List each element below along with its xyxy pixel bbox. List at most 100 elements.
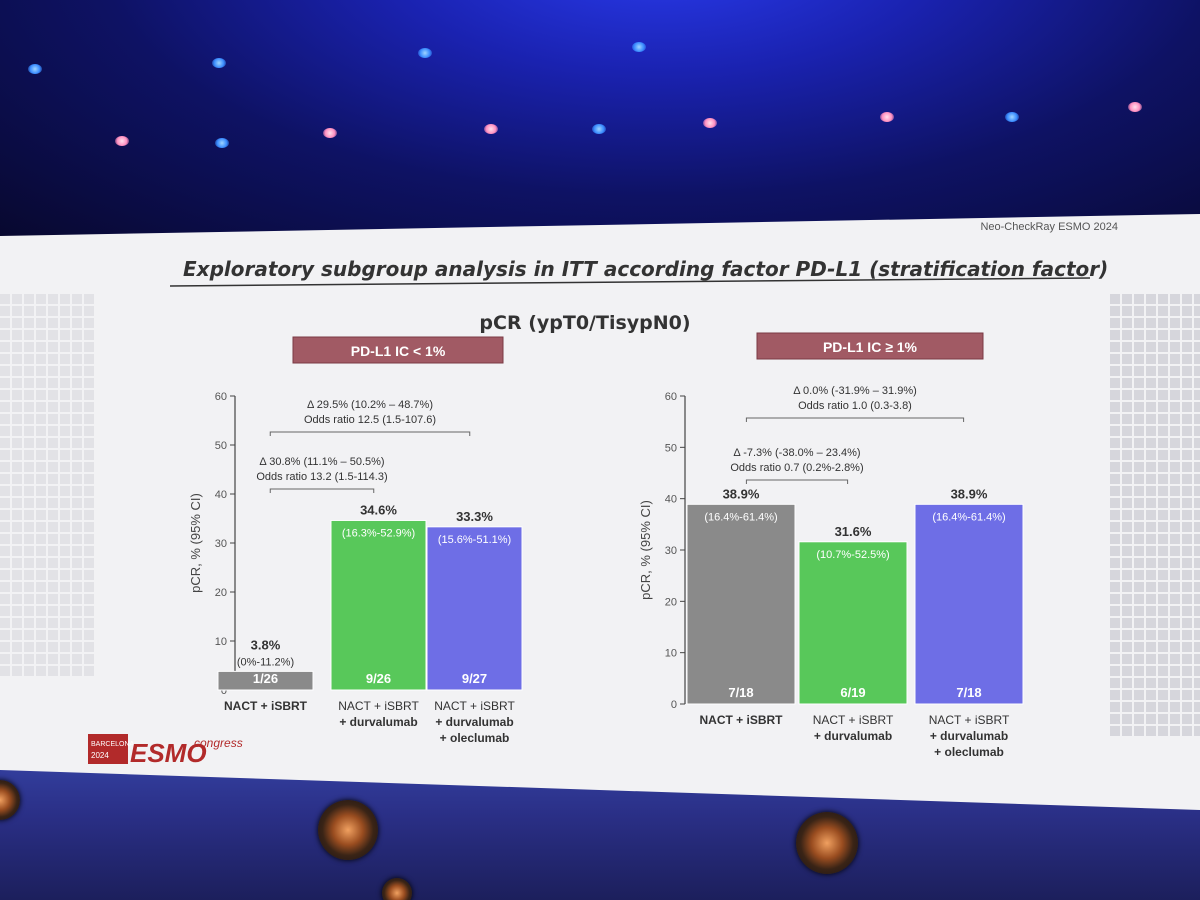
pattern-tile [1158, 426, 1168, 436]
pattern-tile [1158, 318, 1168, 328]
comparison-odds-ratio: Odds ratio 13.2 (1.5-114.3) [256, 471, 387, 483]
pattern-tile [1194, 426, 1200, 436]
stage-light [1005, 112, 1019, 122]
pattern-tile [1158, 618, 1168, 628]
pattern-tile [12, 606, 22, 616]
pattern-tile [36, 558, 46, 568]
pattern-tile [1134, 654, 1144, 664]
pattern-tile [1110, 606, 1120, 616]
pattern-tile [84, 414, 94, 424]
pattern-tile [24, 618, 34, 628]
pattern-tile [1194, 294, 1200, 304]
category-label: + durvalumab [435, 715, 513, 729]
pattern-tile [48, 342, 58, 352]
pattern-tile [48, 582, 58, 592]
pattern-tile [60, 570, 70, 580]
pattern-tile [1158, 486, 1168, 496]
pattern-tile [12, 414, 22, 424]
pattern-tile [1182, 714, 1192, 724]
category-label: NACT + iSBRT [813, 713, 894, 727]
pattern-tile [1158, 582, 1168, 592]
stage-light [323, 128, 337, 138]
pattern-tile [72, 486, 82, 496]
pattern-tile [0, 546, 10, 556]
pattern-tile [1170, 510, 1180, 520]
pattern-tile [1134, 570, 1144, 580]
stage-light [880, 112, 894, 122]
pattern-tile [0, 582, 10, 592]
comparison-delta: Δ 0.0% (-31.9% – 31.9%) [793, 385, 917, 397]
pattern-tile [1158, 678, 1168, 688]
pattern-tile [60, 450, 70, 460]
pattern-tile [1110, 414, 1120, 424]
pattern-tile [72, 318, 82, 328]
pattern-tile [1182, 378, 1192, 388]
pattern-tile [1170, 618, 1180, 628]
pattern-tile [24, 570, 34, 580]
pattern-tile [24, 354, 34, 364]
pattern-tile [1110, 690, 1120, 700]
pattern-tile [1158, 342, 1168, 352]
pattern-tile [84, 390, 94, 400]
pattern-tile [1122, 522, 1132, 532]
pattern-tile [48, 318, 58, 328]
category-label: + oleclumab [440, 731, 510, 745]
pattern-tile [1194, 570, 1200, 580]
y-tick-label: 40 [665, 494, 677, 506]
pattern-tile [1170, 654, 1180, 664]
pattern-tile [12, 402, 22, 412]
y-axis-label: pCR, % (95% CI) [638, 500, 653, 600]
pattern-tile [1182, 426, 1192, 436]
pattern-tile [60, 330, 70, 340]
pattern-tile [12, 390, 22, 400]
bar-value-label: 3.8% [251, 637, 281, 652]
pattern-tile [1122, 426, 1132, 436]
pattern-tile [1134, 714, 1144, 724]
pattern-tile [1170, 630, 1180, 640]
pattern-tile [72, 426, 82, 436]
pattern-tile [0, 318, 10, 328]
pattern-tile [12, 642, 22, 652]
pattern-tile [1146, 378, 1156, 388]
pattern-tile [1134, 426, 1144, 436]
pattern-tile [1122, 366, 1132, 376]
pattern-tile [1194, 330, 1200, 340]
pattern-tile [1134, 366, 1144, 376]
pattern-tile [1170, 714, 1180, 724]
pattern-tile [24, 318, 34, 328]
floor-spotlight [382, 878, 412, 900]
y-tick-label: 60 [215, 391, 227, 403]
pattern-tile [84, 450, 94, 460]
pattern-tile [84, 510, 94, 520]
pattern-tile [1170, 642, 1180, 652]
pattern-tile [1146, 462, 1156, 472]
pattern-tile [60, 498, 70, 508]
pattern-tile [1182, 642, 1192, 652]
pattern-tile [1182, 678, 1192, 688]
pattern-tile [36, 474, 46, 484]
pattern-tile [84, 534, 94, 544]
pattern-tile [84, 570, 94, 580]
pattern-tile [1182, 594, 1192, 604]
pattern-tile [12, 510, 22, 520]
pattern-tile [0, 570, 10, 580]
pattern-tile [1134, 390, 1144, 400]
category-label: NACT + iSBRT [929, 713, 1010, 727]
stage-light [28, 64, 42, 74]
pattern-tile [24, 378, 34, 388]
bar-count-label: 9/26 [366, 671, 391, 686]
pattern-tile [72, 498, 82, 508]
pattern-tile [36, 330, 46, 340]
pattern-tile [1146, 534, 1156, 544]
pattern-tile [1110, 510, 1120, 520]
pattern-tile [1170, 450, 1180, 460]
pattern-tile [24, 486, 34, 496]
pattern-tile [48, 654, 58, 664]
bar-ci-label: (16.4%-61.4%) [704, 511, 777, 523]
pattern-tile [1170, 426, 1180, 436]
pattern-tile [1182, 702, 1192, 712]
stage-light [418, 48, 432, 58]
pattern-tile [1158, 366, 1168, 376]
pattern-tile [1194, 438, 1200, 448]
pattern-tile [36, 498, 46, 508]
